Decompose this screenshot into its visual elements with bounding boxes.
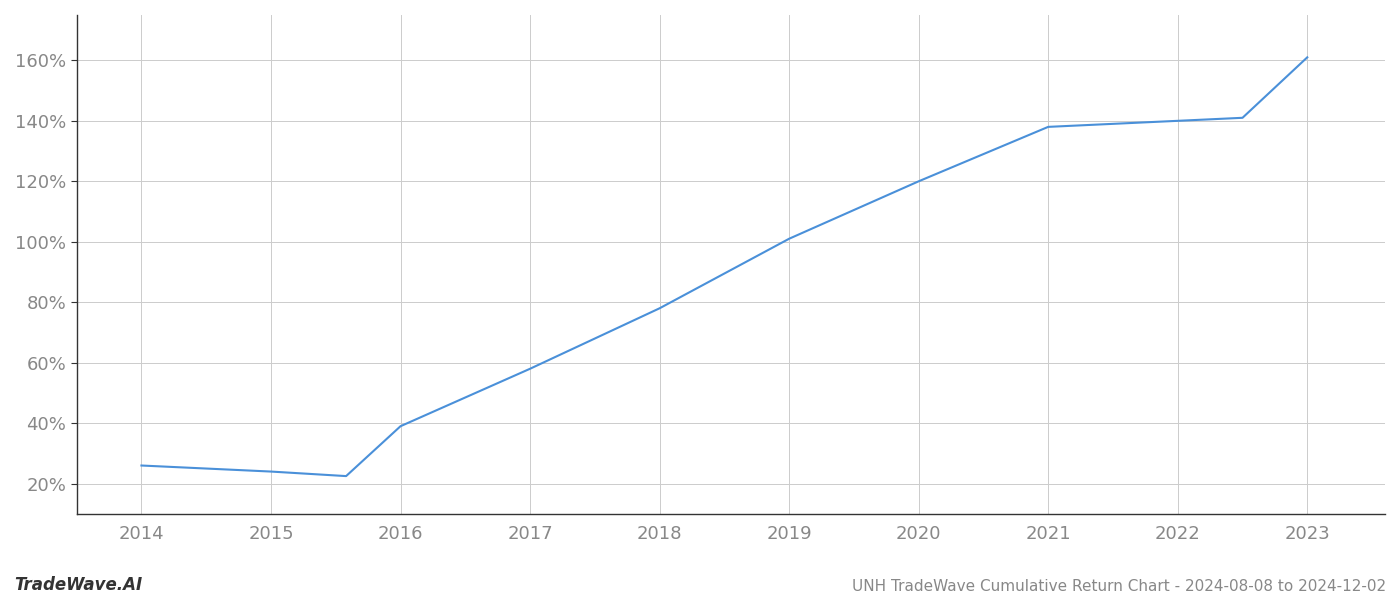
Text: TradeWave.AI: TradeWave.AI [14,576,143,594]
Text: UNH TradeWave Cumulative Return Chart - 2024-08-08 to 2024-12-02: UNH TradeWave Cumulative Return Chart - … [851,579,1386,594]
